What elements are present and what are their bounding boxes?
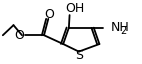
Text: 2: 2 [120, 26, 127, 36]
Text: NH: NH [111, 21, 130, 34]
Text: O: O [44, 8, 54, 21]
Text: OH: OH [66, 2, 85, 15]
Text: S: S [75, 49, 83, 63]
Text: O: O [14, 29, 24, 42]
